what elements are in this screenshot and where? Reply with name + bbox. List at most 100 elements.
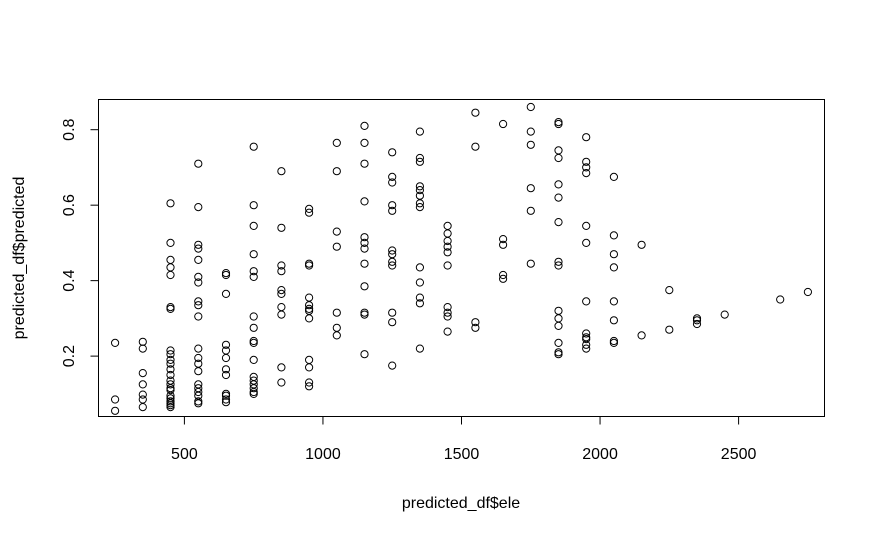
data-point <box>305 208 314 217</box>
data-point <box>388 206 397 215</box>
plot-frame <box>98 99 825 417</box>
x-tick-label: 1000 <box>305 446 341 463</box>
x-axis: 500 1000 1500 2000 2500 <box>171 416 756 463</box>
data-point <box>582 133 591 142</box>
data-point <box>166 346 175 355</box>
data-point <box>166 386 175 395</box>
data-point <box>332 323 341 332</box>
data-point <box>609 316 619 325</box>
data-point <box>277 303 286 312</box>
data-point <box>249 272 258 281</box>
data-point <box>554 257 563 266</box>
data-point <box>305 355 314 364</box>
data-point <box>138 380 147 389</box>
data-point <box>360 259 369 268</box>
data-point <box>221 270 231 280</box>
data-point <box>471 318 480 327</box>
data-point <box>609 338 619 347</box>
data-point <box>415 199 424 208</box>
data-point <box>138 395 147 404</box>
data-point <box>609 263 619 272</box>
data-point <box>360 159 369 168</box>
data-point <box>443 261 452 270</box>
data-point <box>388 201 397 210</box>
data-point <box>388 261 397 270</box>
data-point <box>166 238 175 247</box>
data-point <box>332 138 341 147</box>
data-point <box>609 231 619 240</box>
data-point <box>277 267 286 276</box>
data-point <box>194 297 203 306</box>
data-point <box>582 340 591 349</box>
data-point <box>166 403 175 412</box>
data-point <box>111 338 120 347</box>
data-point <box>554 306 563 315</box>
data-point <box>415 127 424 136</box>
data-point <box>332 227 341 236</box>
x-tick-label: 500 <box>171 446 198 463</box>
y-axis: 0.2 0.4 0.6 0.8 <box>61 118 99 367</box>
data-point <box>582 297 591 306</box>
data-point <box>526 184 535 193</box>
data-point <box>305 378 314 387</box>
data-point <box>471 323 480 332</box>
data-point <box>526 127 535 136</box>
data-point <box>609 250 619 259</box>
data-point <box>554 338 563 347</box>
data-point <box>415 344 424 353</box>
data-point <box>277 286 286 295</box>
data-point <box>360 244 369 253</box>
data-point <box>277 310 286 319</box>
data-point <box>221 370 231 380</box>
data-point <box>166 370 175 380</box>
data-point <box>194 240 203 249</box>
points-layer <box>111 102 813 415</box>
y-tick-label: 0.6 <box>61 194 78 216</box>
data-point <box>249 142 258 151</box>
data-point <box>166 270 175 280</box>
data-point <box>305 293 314 302</box>
data-point <box>305 261 314 270</box>
data-point <box>526 259 535 268</box>
data-point <box>166 199 175 208</box>
data-point <box>526 102 535 112</box>
data-point <box>166 263 175 272</box>
data-point <box>221 289 231 298</box>
data-point <box>582 169 591 178</box>
data-point <box>305 301 314 310</box>
data-point <box>554 314 563 323</box>
data-point <box>194 353 203 363</box>
data-point <box>194 399 203 408</box>
data-point <box>443 327 452 336</box>
data-point <box>166 303 175 312</box>
data-point <box>443 248 452 257</box>
data-point <box>388 246 397 255</box>
data-point <box>194 244 203 253</box>
data-point <box>249 267 258 276</box>
y-axis-label: predicted_df$predicted <box>11 177 28 340</box>
data-point <box>554 180 563 189</box>
data-point <box>554 119 563 129</box>
data-point <box>609 172 619 181</box>
data-point <box>554 146 563 155</box>
data-point <box>554 193 563 202</box>
data-point <box>249 312 258 321</box>
data-point <box>166 350 175 359</box>
data-point <box>582 157 591 166</box>
data-point <box>360 350 369 359</box>
data-point <box>499 240 508 249</box>
data-point <box>277 223 286 232</box>
y-tick-label: 0.2 <box>61 345 78 367</box>
data-point <box>443 303 452 312</box>
data-point <box>388 308 397 317</box>
data-point <box>221 365 231 374</box>
data-point <box>194 272 203 281</box>
data-point <box>138 403 147 412</box>
x-tick-label: 1500 <box>444 446 480 463</box>
data-point <box>415 153 424 163</box>
data-point <box>305 314 314 323</box>
data-point <box>166 304 175 313</box>
data-point <box>194 203 203 212</box>
data-point <box>637 240 646 249</box>
data-point <box>471 108 480 117</box>
